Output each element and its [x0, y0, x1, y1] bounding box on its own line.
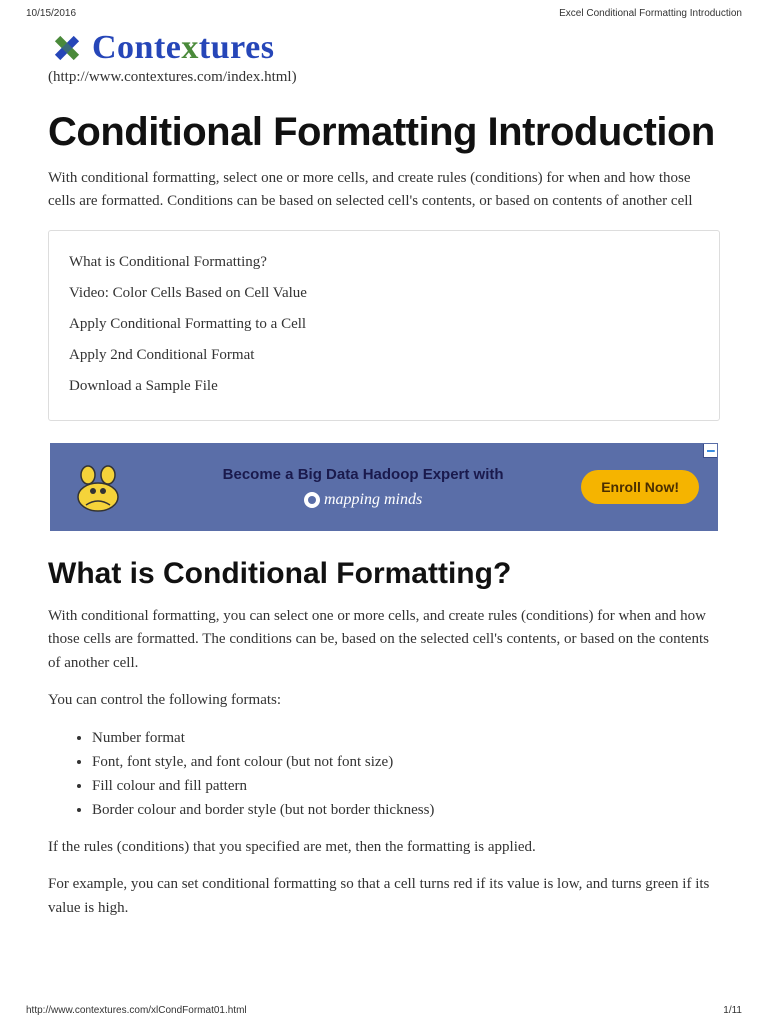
ad-headline: Become a Big Data Hadoop Expert with [145, 466, 581, 483]
logo-icon [48, 29, 86, 67]
list-item: Number format [92, 726, 720, 750]
list-item: Fill colour and fill pattern [92, 774, 720, 798]
print-footer: http://www.contextures.com/xlCondFormat0… [26, 1005, 742, 1016]
body-paragraph: For example, you can set conditional for… [48, 873, 720, 920]
logo-text: Contextures [92, 29, 274, 67]
format-list: Number format Font, font style, and font… [48, 726, 720, 822]
table-of-contents: What is Conditional Formatting? Video: C… [48, 230, 720, 421]
body-paragraph: With conditional formatting, you can sel… [48, 605, 720, 675]
list-item: Border colour and border style (but not … [92, 798, 720, 822]
toc-link[interactable]: What is Conditional Formatting? [69, 247, 699, 278]
intro-paragraph: With conditional formatting, select one … [48, 167, 720, 212]
section-heading: What is Conditional Formatting? [48, 557, 720, 591]
body-paragraph: You can control the following formats: [48, 689, 720, 712]
print-date: 10/15/2016 [26, 8, 76, 19]
print-doc-title: Excel Conditional Formatting Introductio… [559, 8, 742, 19]
ad-brand-icon [304, 492, 320, 508]
toc-link[interactable]: Download a Sample File [69, 371, 699, 402]
site-logo[interactable]: Contextures [48, 29, 720, 67]
site-url[interactable]: (http://www.contextures.com/index.html) [48, 69, 720, 86]
ad-enroll-button[interactable]: Enroll Now! [581, 470, 699, 504]
print-header: 10/15/2016 Excel Conditional Formatting … [0, 0, 768, 23]
body-paragraph: If the rules (conditions) that you speci… [48, 836, 720, 859]
ad-banner[interactable]: Become a Big Data Hadoop Expert with map… [50, 443, 718, 531]
toc-link[interactable]: Apply Conditional Formatting to a Cell [69, 309, 699, 340]
ad-brand: mapping minds [145, 491, 581, 509]
footer-page-number: 1/11 [723, 1005, 742, 1016]
adchoices-icon[interactable] [703, 444, 717, 458]
page-title: Conditional Formatting Introduction [48, 110, 720, 155]
toc-link[interactable]: Apply 2nd Conditional Format [69, 340, 699, 371]
list-item: Font, font style, and font colour (but n… [92, 750, 720, 774]
toc-link[interactable]: Video: Color Cells Based on Cell Value [69, 278, 699, 309]
footer-url: http://www.contextures.com/xlCondFormat0… [26, 1005, 247, 1016]
ad-mascot-icon [51, 444, 145, 530]
